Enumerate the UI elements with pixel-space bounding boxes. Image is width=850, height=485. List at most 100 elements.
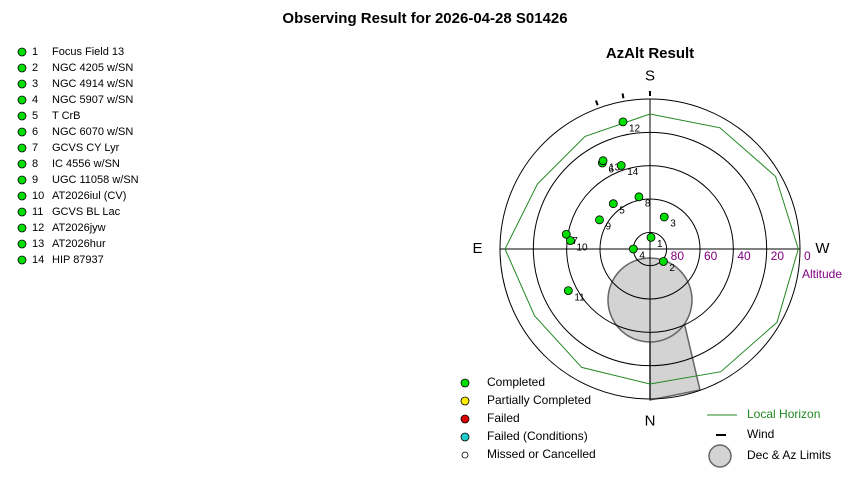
target-number: 9 <box>32 174 38 186</box>
local-horizon <box>504 113 799 385</box>
direction-label: S <box>645 67 655 84</box>
target-number: 5 <box>32 110 38 122</box>
target-status-dot <box>17 159 27 169</box>
altitude-ring <box>499 98 801 400</box>
legend-label: Completed <box>487 375 545 389</box>
target-point <box>563 286 573 296</box>
chart-title: AzAlt Result <box>606 45 694 62</box>
page-title: Observing Result for 2026-04-28 S01426 <box>282 10 567 27</box>
target-number: 3 <box>32 78 38 90</box>
point-label: 6 <box>608 165 614 176</box>
target-point <box>646 232 656 242</box>
target-point <box>595 215 604 225</box>
target-point <box>616 161 626 170</box>
target-status-dot <box>17 223 27 233</box>
target-point <box>561 229 571 239</box>
target-number: 7 <box>32 142 38 154</box>
legend-label: Failed (Conditions) <box>487 429 588 443</box>
target-number: 1 <box>32 46 38 58</box>
point-label: 9 <box>605 221 611 232</box>
altitude-axis-label: Altitude <box>802 267 842 281</box>
legend-label: Failed <box>487 411 520 425</box>
target-status-dot <box>17 95 27 105</box>
target-status-dot <box>17 255 27 265</box>
direction-label: E <box>472 240 482 257</box>
target-point <box>608 199 618 209</box>
target-status-dot <box>17 111 27 121</box>
target-point <box>618 117 628 127</box>
target-number: 14 <box>32 254 44 266</box>
target-number: 10 <box>32 190 44 202</box>
point-label: 12 <box>629 123 641 134</box>
target-point <box>634 192 644 202</box>
legend-marker <box>460 396 470 406</box>
altitude-tick-label: 20 <box>771 249 785 263</box>
target-number: 13 <box>32 238 44 250</box>
target-name: NGC 4205 w/SN <box>52 62 133 74</box>
dec-az-limits <box>607 257 701 401</box>
altitude-ring <box>566 165 734 333</box>
target-point <box>598 156 608 166</box>
point-label: 13 <box>609 162 621 173</box>
target-name: GCVS BL Lac <box>52 206 121 218</box>
wind-tick <box>621 93 625 99</box>
target-status-dot <box>17 175 27 185</box>
target-number: 6 <box>32 126 38 138</box>
legend-label: Partially Completed <box>487 393 591 407</box>
target-status-dot <box>17 47 27 57</box>
target-status-dot <box>17 191 27 201</box>
target-name: UGC 11058 w/SN <box>52 174 139 186</box>
wind-tick <box>595 100 599 106</box>
altitude-tick-label: 0 <box>804 249 811 263</box>
altitude-tick-label: 80 <box>671 249 685 263</box>
target-point <box>659 257 668 266</box>
legend-limits <box>708 444 732 468</box>
legend-marker <box>460 414 470 424</box>
target-number: 8 <box>32 158 38 170</box>
target-status-dot <box>17 63 27 73</box>
target-number: 12 <box>32 222 44 234</box>
target-name: T CrB <box>52 110 81 122</box>
legend-marker <box>460 378 470 388</box>
target-status-dot <box>17 79 27 89</box>
legend-label: Local Horizon <box>747 407 820 421</box>
target-status-dot <box>17 127 27 137</box>
legend-marker <box>460 432 470 442</box>
altitude-tick-label: 40 <box>737 249 751 263</box>
target-status-dot <box>17 207 27 217</box>
target-name: Focus Field 13 <box>52 46 124 58</box>
target-status-dot <box>17 239 27 249</box>
target-name: NGC 4914 w/SN <box>52 78 133 90</box>
target-name: IC 4556 w/SN <box>52 158 120 170</box>
target-point <box>659 212 669 222</box>
altitude-ring <box>532 131 768 367</box>
point-label: 14 <box>627 167 639 178</box>
target-name: AT2026hur <box>52 238 106 250</box>
target-name: NGC 5907 w/SN <box>52 94 133 106</box>
legend-label: Missed or Cancelled <box>487 447 596 461</box>
target-status-dot <box>17 143 27 153</box>
legend-marker <box>461 451 469 459</box>
target-point <box>566 236 575 246</box>
point-label: 7 <box>572 236 578 247</box>
target-name: AT2026iul (CV) <box>52 190 126 202</box>
direction-label: N <box>645 412 656 429</box>
point-label: 1 <box>657 239 663 250</box>
target-number: 11 <box>32 206 43 218</box>
point-label: 3 <box>670 219 676 230</box>
target-number: 4 <box>32 94 38 106</box>
direction-label: W <box>815 240 830 257</box>
point-label: 5 <box>619 205 625 216</box>
altitude-ring <box>599 198 701 300</box>
point-label: 8 <box>645 198 651 209</box>
point-label: 4 <box>639 251 645 262</box>
legend-label: Dec & Az Limits <box>747 448 831 462</box>
legend-label: Wind <box>747 427 774 441</box>
target-number: 2 <box>32 62 38 74</box>
point-label: 10 <box>576 242 588 253</box>
target-name: HIP 87937 <box>52 254 104 266</box>
target-point <box>628 244 638 254</box>
target-name: AT2026jyw <box>52 222 106 234</box>
target-name: GCVS CY Lyr <box>52 142 120 154</box>
